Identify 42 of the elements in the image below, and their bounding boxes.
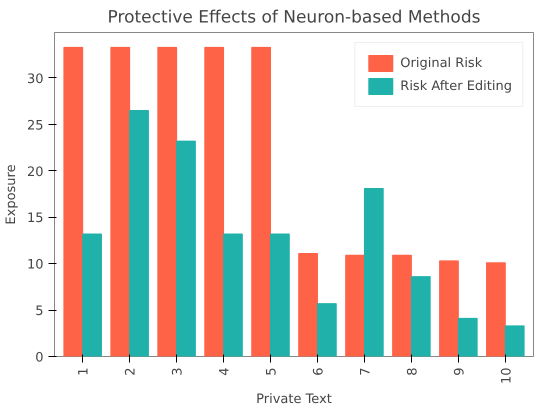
bar (392, 254, 412, 356)
bar (82, 233, 102, 356)
y-tick-label: 25 (26, 118, 44, 134)
bar (110, 46, 130, 356)
bar (316, 303, 337, 356)
y-tick-label: 15 (26, 211, 44, 226)
x-tick-label: 6 (311, 367, 326, 376)
bar (251, 46, 272, 356)
bar (298, 252, 318, 356)
bar (345, 254, 365, 356)
bar (458, 318, 478, 356)
legend-label: Risk After Editing (400, 78, 512, 94)
x-tick-label: 1 (76, 367, 92, 376)
x-tick-label: 8 (405, 367, 420, 376)
bar (63, 46, 84, 356)
x-tick-label: 7 (358, 367, 374, 376)
bar (410, 276, 431, 356)
x-tick-label: 10 (499, 367, 514, 384)
x-tick-label: 3 (170, 367, 186, 376)
y-tick-label: 10 (26, 258, 44, 273)
y-tick-label: 5 (35, 304, 44, 320)
bar (270, 233, 290, 356)
x-tick-label: 2 (124, 367, 139, 376)
x-tick-label: 5 (264, 367, 280, 376)
bar (486, 262, 506, 356)
chart-title: Protective Effects of Neuron-based Methods (108, 8, 481, 28)
bar (157, 46, 178, 356)
y-tick-label: 30 (26, 72, 44, 87)
bar (364, 188, 384, 356)
y-tick-label: 0 (35, 350, 44, 366)
bar (504, 325, 525, 356)
x-tick-label: 9 (452, 367, 468, 376)
y-tick-label: 20 (26, 164, 44, 180)
x-axis-title: Private Text (256, 392, 332, 408)
bar (176, 140, 196, 356)
bar (204, 46, 224, 356)
bar (439, 260, 459, 356)
bar (223, 233, 243, 356)
x-tick-label: 4 (218, 367, 233, 376)
bar (129, 110, 149, 356)
y-axis-title: Exposure (4, 164, 19, 225)
legend-label: Original Risk (400, 56, 482, 70)
